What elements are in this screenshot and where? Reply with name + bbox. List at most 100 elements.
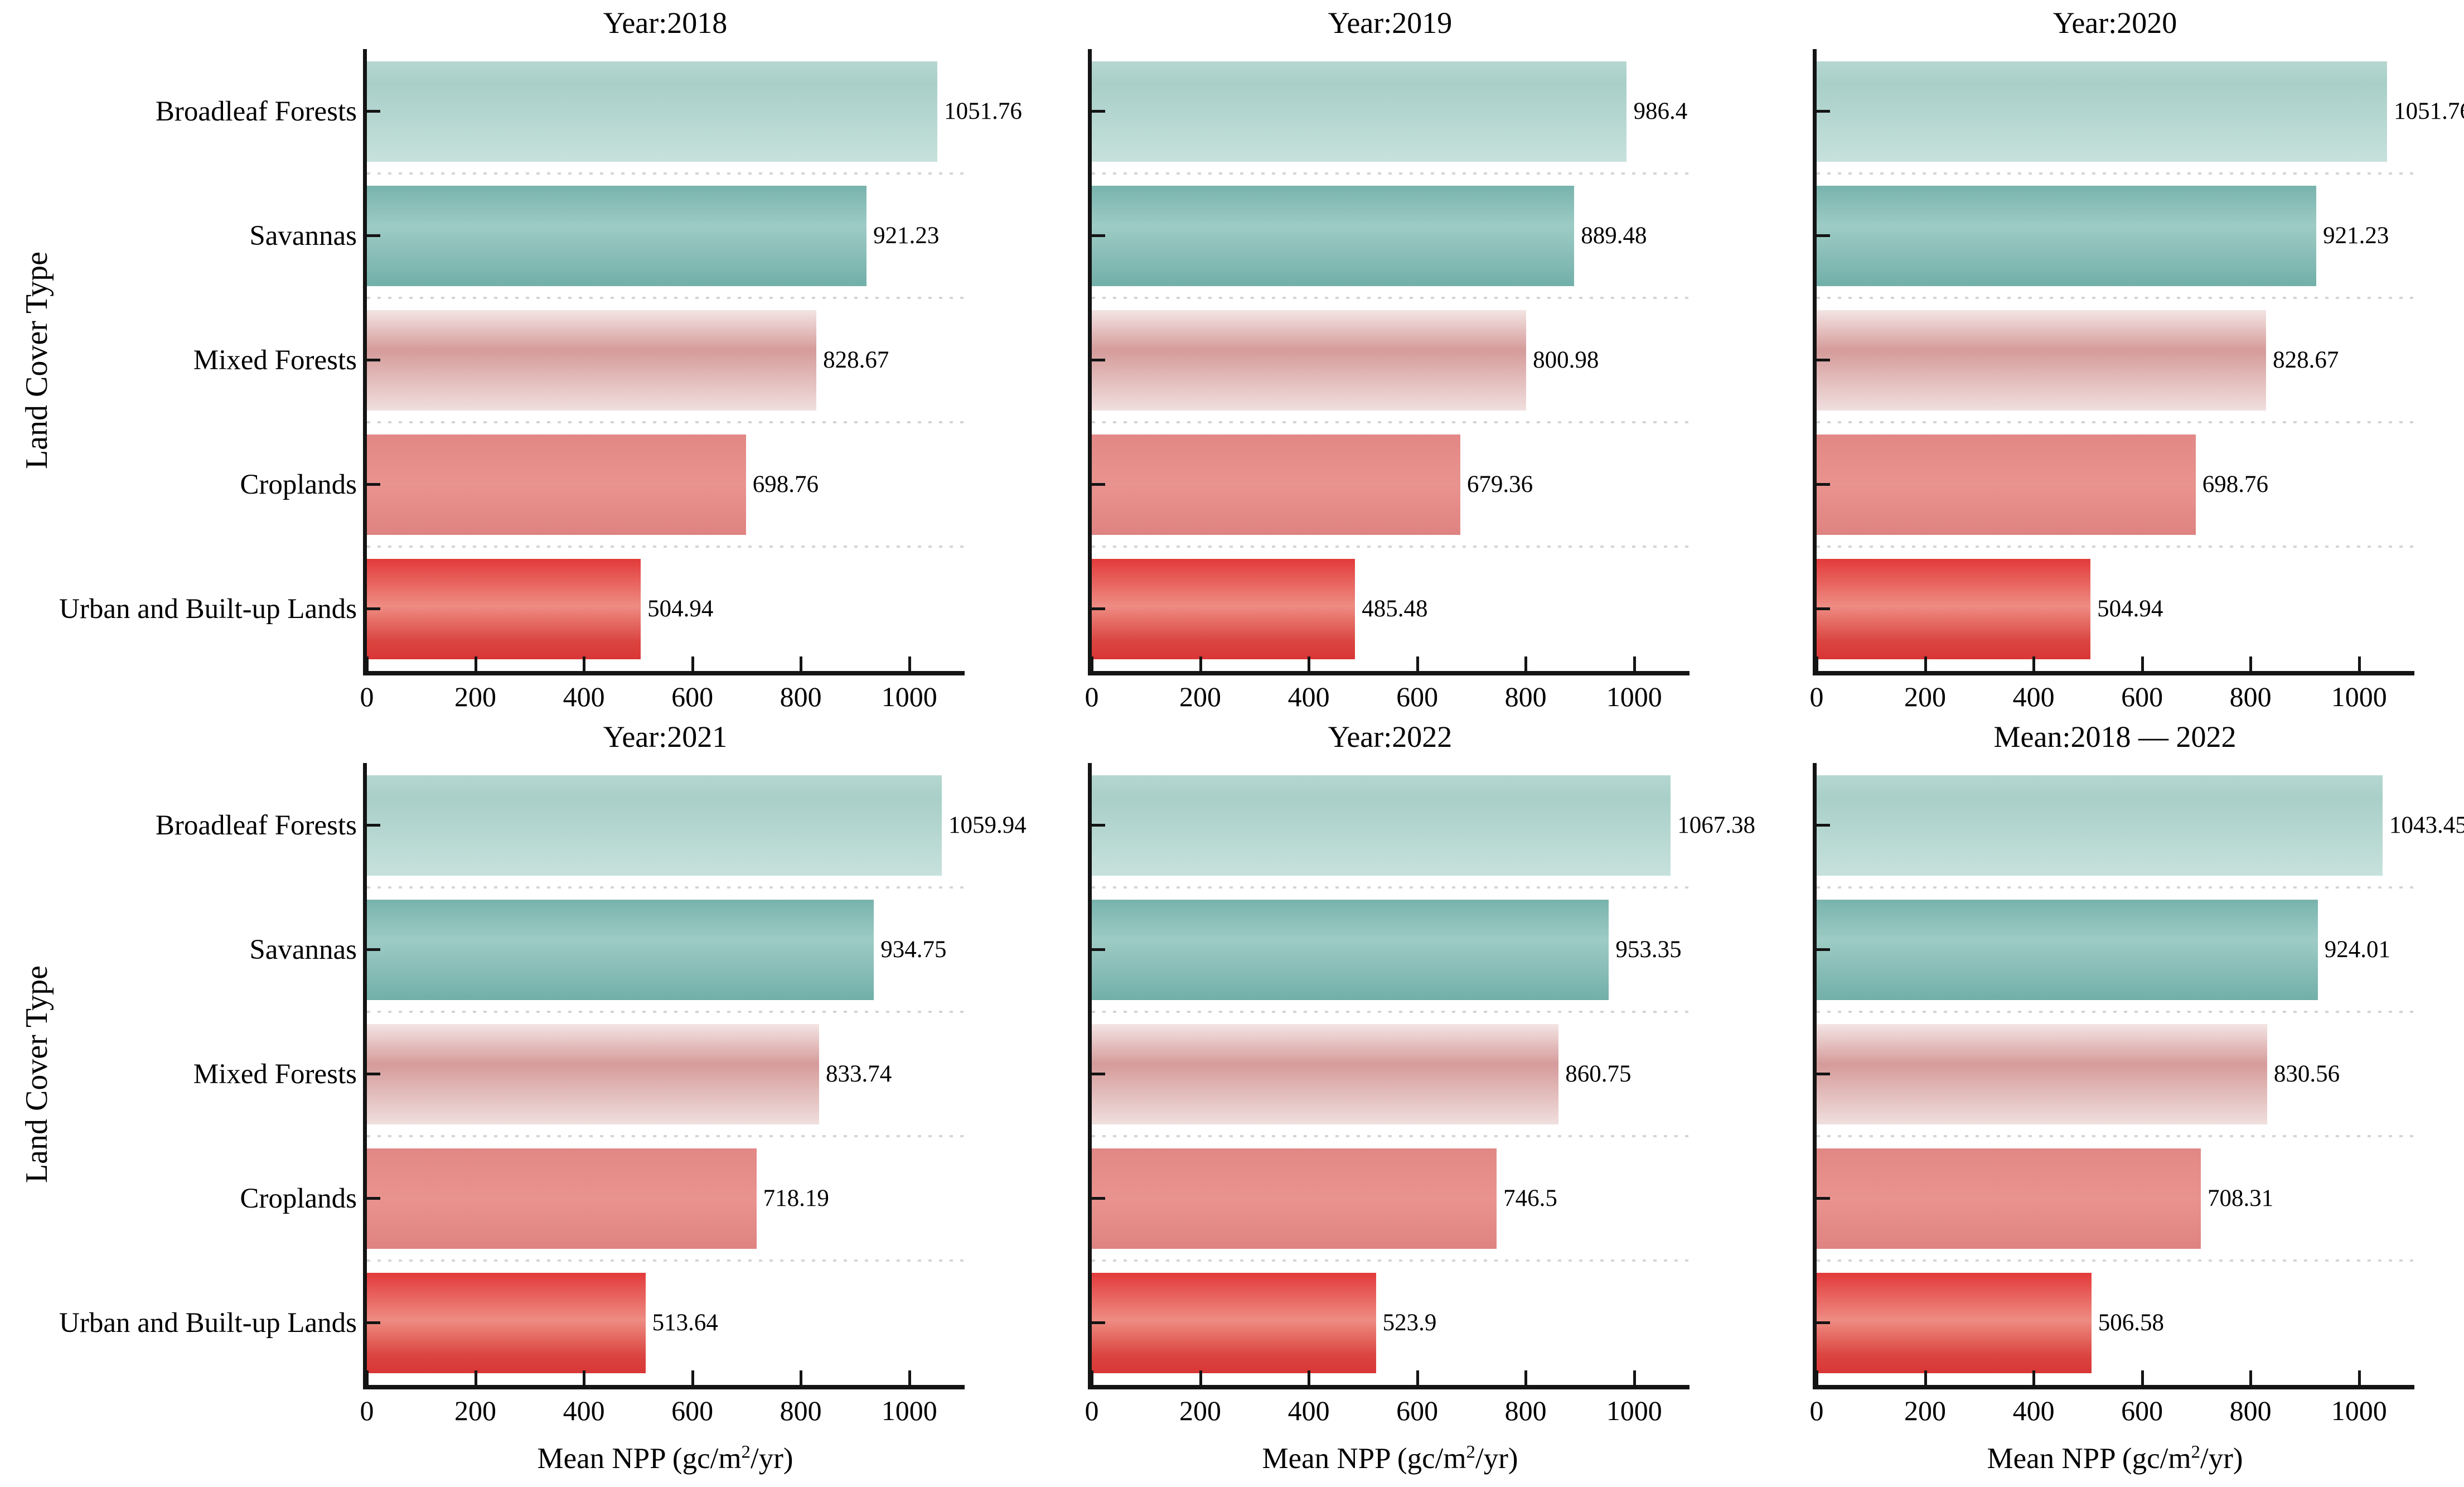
x-tick-label: 800 (1504, 681, 1547, 712)
bar-croplands (1817, 1148, 2201, 1249)
bar-savannas (1817, 899, 2318, 1000)
x-tick-label: 400 (563, 1395, 605, 1426)
bar-value-label: 698.76 (2202, 471, 2268, 498)
x-axis-line (363, 671, 965, 675)
x-axis-tick (583, 1370, 586, 1385)
bar-value-label: 513.64 (652, 1309, 718, 1336)
x-axis-tick (583, 656, 586, 671)
x-axis-tick (2249, 1370, 2253, 1385)
x-axis-tick (1633, 656, 1636, 671)
grid-separator-line (1092, 421, 1688, 423)
x-tick-label: 600 (671, 681, 714, 712)
y-axis-tick (367, 607, 380, 610)
x-axis-tick (1816, 1370, 1818, 1385)
x-axis-line (363, 1385, 965, 1389)
y-axis-line (363, 49, 367, 675)
panel-title: Year:2022 (1328, 720, 1453, 754)
y-axis-tick (1092, 234, 1105, 237)
x-tick-label: 0 (1809, 1395, 1824, 1426)
bar-broadleaf-forests (1817, 775, 2383, 876)
grid-separator-line (1092, 297, 1688, 299)
x-tick-label: 1000 (1606, 1395, 1662, 1426)
y-axis-tick (1092, 483, 1105, 486)
plot-area-year-2020: Year:2020 1051.76 921.23 828.67 698.76 504.94… (1810, 6, 2464, 712)
plot-area-year-2022: Year:2022 1067.38 953.35 860.75 746.5 523.9 0 2… (1085, 720, 1756, 1475)
bar-mixed-forests (1817, 310, 2267, 411)
bar-value-label: 698.76 (752, 471, 819, 498)
x-tick-label: 600 (2121, 1395, 2163, 1426)
plot-area-year-2019: Year:2019 986.4 889.48 800.98 679.36 485.48 0 2… (1085, 6, 1690, 712)
grid-separator-line (1092, 1259, 1688, 1262)
y-axis-tick (1092, 607, 1105, 610)
plot-area-year-2021: Year:2021 1059.94 Broadleaf Forests 934.75 S… (20, 720, 1027, 1475)
x-axis-tick (1091, 656, 1093, 671)
x-tick-label: 1000 (2331, 1395, 2387, 1426)
y-axis-tick (1092, 1073, 1105, 1075)
x-axis-tick (366, 1370, 369, 1385)
x-tick-label: 800 (780, 1395, 822, 1426)
bar-broadleaf-forests (367, 775, 942, 876)
bar-value-label: 506.58 (2098, 1309, 2164, 1336)
category-label-croplands: Croplands (240, 1182, 357, 1214)
bar-savannas (1817, 185, 2317, 286)
bar-savannas (367, 185, 867, 286)
bar-value-label: 1051.76 (944, 98, 1022, 124)
x-axis-title-text: Mean NPP (gc/m (1262, 1442, 1466, 1475)
x-axis-title-text: /yr) (750, 1442, 793, 1475)
category-label-broadleaf-forests: Broadleaf Forests (155, 809, 357, 841)
x-tick-label: 600 (1396, 1395, 1439, 1426)
bar-value-label: 708.31 (2207, 1185, 2274, 1211)
y-axis-tick (1817, 359, 1830, 361)
y-axis-tick (367, 483, 380, 486)
bar-urban-and-built-up-lands (367, 558, 641, 659)
y-axis-line (1813, 49, 1817, 675)
grid-separator-line (1092, 886, 1688, 889)
y-axis-tick (1817, 1197, 1830, 1200)
x-axis-tick (1524, 1370, 1528, 1385)
x-axis-tick (2032, 1370, 2036, 1385)
x-axis-tick (1416, 656, 1419, 671)
x-tick-label: 800 (2229, 1395, 2272, 1426)
bar-savannas (1092, 185, 1575, 286)
x-axis-tick (800, 1370, 803, 1385)
x-axis-tick (2357, 1370, 2361, 1385)
bar-value-label: 953.35 (1615, 936, 1682, 963)
x-axis-tick (691, 1370, 694, 1385)
bar-value-label: 934.75 (880, 936, 947, 963)
x-axis-title-superscript: 2 (741, 1442, 751, 1462)
y-axis-tick (1817, 483, 1830, 486)
y-axis-tick (1817, 234, 1830, 237)
bar-value-label: 860.75 (1565, 1060, 1632, 1087)
x-axis-title: Mean NPP (gc/m2/yr) (367, 1438, 964, 1479)
category-label-urban-and-built-up-lands: Urban and Built-up Lands (59, 1307, 357, 1339)
y-axis-tick (1817, 824, 1830, 827)
x-axis-title-text: /yr) (2200, 1442, 2243, 1475)
x-axis-title-superscript: 2 (1466, 1442, 1475, 1462)
x-tick-label: 200 (454, 681, 497, 712)
x-tick-label: 600 (2121, 681, 2163, 712)
y-axis-tick (1817, 1073, 1830, 1075)
y-axis-tick (1092, 948, 1105, 951)
y-axis-tick (1092, 359, 1105, 361)
bar-value-label: 828.67 (2273, 346, 2339, 373)
category-label-mixed-forests: Mixed Forests (193, 1058, 357, 1090)
bar-value-label: 921.23 (873, 222, 940, 249)
grid-separator-line (1817, 297, 2413, 299)
x-tick-label: 1000 (2331, 681, 2387, 712)
x-tick-label: 400 (2012, 681, 2055, 712)
x-tick-label: 1000 (881, 681, 937, 712)
bar-broadleaf-forests (367, 61, 938, 162)
grid-separator-line (1092, 545, 1688, 548)
x-axis-tick (2357, 656, 2361, 671)
bar-croplands (1092, 1148, 1497, 1249)
grid-separator-line (367, 297, 964, 299)
grid-separator-line (367, 421, 964, 423)
grid-separator-line (1817, 172, 2413, 175)
x-tick-label: 1000 (1606, 681, 1662, 712)
bar-value-label: 800.98 (1533, 346, 1599, 373)
x-axis-tick (2141, 1370, 2144, 1385)
x-tick-label: 0 (360, 681, 374, 712)
bar-value-label: 833.74 (826, 1060, 892, 1087)
plot-area-mean-2018-2022: Mean:2018 — 2022 1043.45 924.01 830.56 708.3… (1810, 720, 2464, 1475)
grid-separator-line (1817, 886, 2413, 889)
